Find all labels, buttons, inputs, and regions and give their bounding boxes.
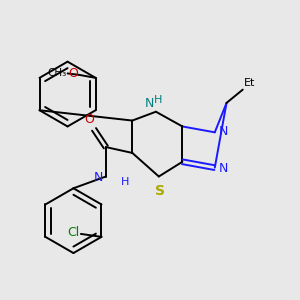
Text: S: S [155, 184, 165, 198]
Text: Cl: Cl [67, 226, 80, 239]
Text: O: O [85, 113, 94, 126]
Text: O: O [68, 67, 78, 80]
Text: H: H [121, 177, 129, 188]
Text: CH₃: CH₃ [47, 68, 66, 78]
Text: N: N [218, 162, 228, 175]
Text: N: N [145, 97, 154, 110]
Text: H: H [154, 95, 162, 105]
Text: N: N [218, 125, 228, 138]
Text: N: N [94, 172, 104, 184]
Text: Et: Et [244, 78, 256, 88]
